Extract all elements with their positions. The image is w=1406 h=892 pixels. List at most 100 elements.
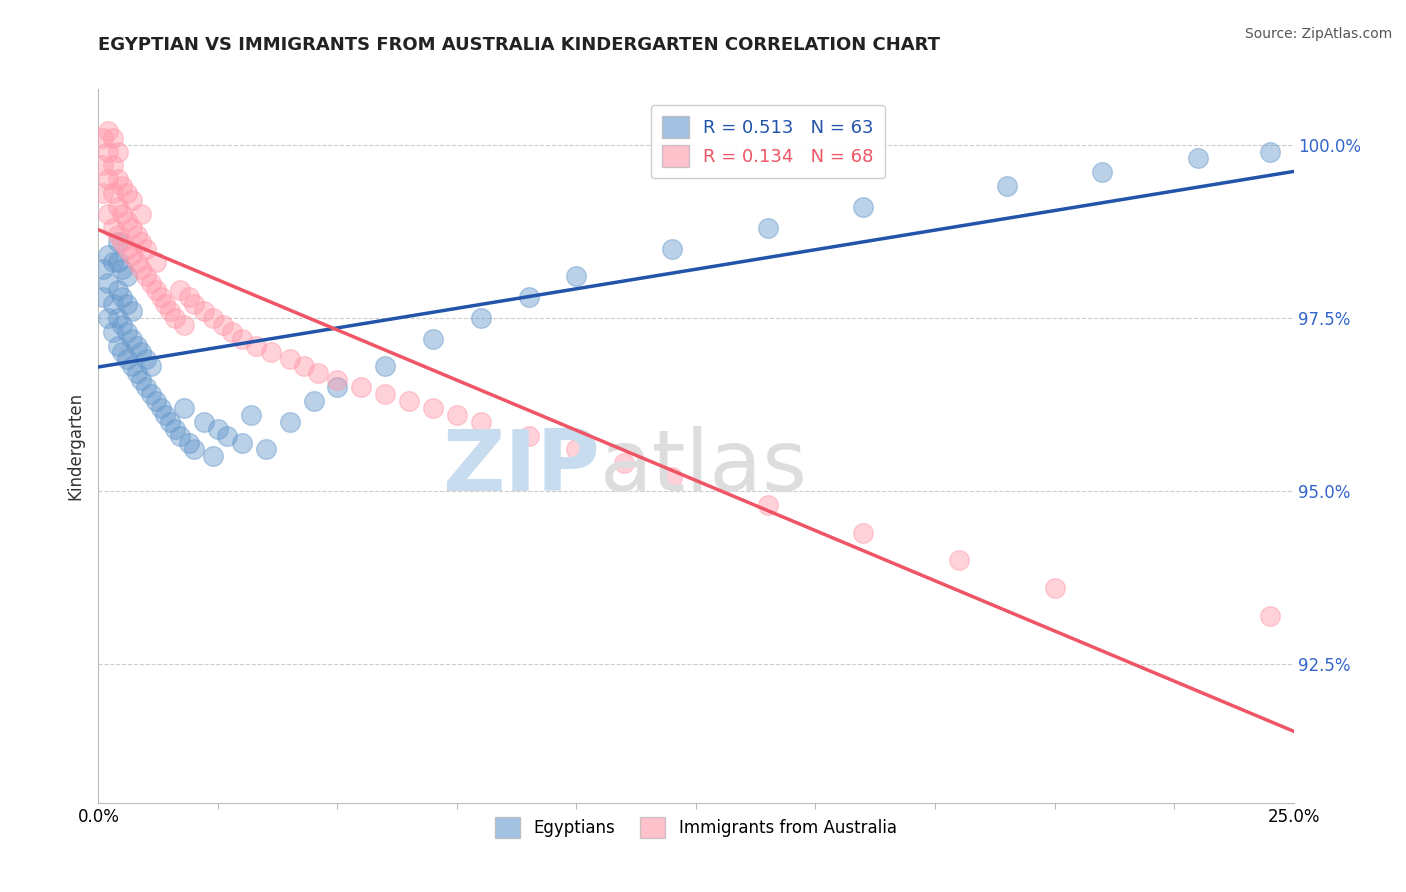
Point bbox=[995, 179, 1018, 194]
Point bbox=[121, 220, 143, 235]
Point bbox=[217, 428, 239, 442]
Point bbox=[278, 352, 301, 367]
Point bbox=[470, 310, 492, 325]
Point bbox=[111, 207, 134, 221]
Point bbox=[91, 130, 114, 145]
Point bbox=[661, 470, 683, 484]
Point bbox=[125, 366, 148, 380]
Point bbox=[145, 283, 167, 297]
Point bbox=[169, 283, 191, 297]
Point bbox=[169, 428, 191, 442]
Point bbox=[115, 325, 138, 339]
Text: atlas: atlas bbox=[600, 425, 808, 509]
Legend: Egyptians, Immigrants from Australia: Egyptians, Immigrants from Australia bbox=[489, 811, 903, 845]
Point bbox=[107, 283, 129, 297]
Point bbox=[517, 290, 540, 304]
Point bbox=[661, 242, 683, 256]
Point bbox=[101, 158, 124, 172]
Point bbox=[115, 352, 138, 367]
Point bbox=[101, 297, 124, 311]
Point bbox=[326, 373, 349, 387]
Point bbox=[1043, 581, 1066, 595]
Point bbox=[422, 332, 444, 346]
Point bbox=[565, 442, 588, 457]
Point bbox=[135, 242, 157, 256]
Point bbox=[107, 338, 129, 352]
Point bbox=[613, 456, 636, 470]
Point bbox=[139, 387, 162, 401]
Point bbox=[107, 235, 129, 249]
Point bbox=[852, 525, 875, 540]
Point bbox=[374, 387, 396, 401]
Point bbox=[202, 310, 225, 325]
Point bbox=[115, 186, 138, 201]
Point bbox=[121, 332, 143, 346]
Point bbox=[470, 415, 492, 429]
Point bbox=[179, 290, 201, 304]
Point bbox=[155, 297, 177, 311]
Point bbox=[121, 193, 143, 207]
Point bbox=[101, 220, 124, 235]
Point bbox=[302, 394, 325, 409]
Point bbox=[565, 269, 588, 284]
Point bbox=[240, 408, 263, 422]
Point bbox=[163, 310, 186, 325]
Point bbox=[145, 255, 167, 269]
Point bbox=[756, 220, 779, 235]
Point bbox=[101, 325, 124, 339]
Point bbox=[1091, 165, 1114, 179]
Point bbox=[115, 269, 138, 284]
Point bbox=[231, 332, 253, 346]
Point bbox=[91, 262, 114, 277]
Point bbox=[163, 422, 186, 436]
Point bbox=[111, 290, 134, 304]
Point bbox=[97, 207, 120, 221]
Point bbox=[97, 310, 120, 325]
Point bbox=[121, 359, 143, 374]
Point bbox=[115, 297, 138, 311]
Point bbox=[149, 401, 172, 415]
Point bbox=[107, 227, 129, 242]
Point bbox=[111, 345, 134, 359]
Point bbox=[173, 401, 195, 415]
Point bbox=[131, 235, 153, 249]
Point bbox=[193, 304, 215, 318]
Point bbox=[202, 450, 225, 464]
Point bbox=[1187, 152, 1209, 166]
Point bbox=[149, 290, 172, 304]
Point bbox=[207, 422, 229, 436]
Point bbox=[121, 304, 143, 318]
Point bbox=[422, 401, 444, 415]
Point bbox=[179, 435, 201, 450]
Point bbox=[97, 145, 120, 159]
Point bbox=[374, 359, 396, 374]
Point bbox=[131, 345, 153, 359]
Point bbox=[259, 345, 281, 359]
Point bbox=[852, 200, 875, 214]
Point bbox=[131, 373, 153, 387]
Point bbox=[159, 304, 181, 318]
Text: Source: ZipAtlas.com: Source: ZipAtlas.com bbox=[1244, 27, 1392, 41]
Point bbox=[135, 352, 157, 367]
Point bbox=[326, 380, 349, 394]
Point bbox=[111, 262, 134, 277]
Text: ZIP: ZIP bbox=[443, 425, 600, 509]
Point bbox=[145, 394, 167, 409]
Point bbox=[307, 366, 329, 380]
Point bbox=[91, 290, 114, 304]
Point bbox=[115, 242, 138, 256]
Point bbox=[183, 442, 205, 457]
Point bbox=[948, 553, 970, 567]
Point bbox=[193, 415, 215, 429]
Point bbox=[101, 255, 124, 269]
Point bbox=[125, 255, 148, 269]
Point bbox=[131, 262, 153, 277]
Text: EGYPTIAN VS IMMIGRANTS FROM AUSTRALIA KINDERGARTEN CORRELATION CHART: EGYPTIAN VS IMMIGRANTS FROM AUSTRALIA KI… bbox=[98, 36, 941, 54]
Point bbox=[115, 214, 138, 228]
Point bbox=[111, 235, 134, 249]
Point bbox=[107, 172, 129, 186]
Point bbox=[159, 415, 181, 429]
Point bbox=[91, 186, 114, 201]
Point bbox=[101, 130, 124, 145]
Point bbox=[183, 297, 205, 311]
